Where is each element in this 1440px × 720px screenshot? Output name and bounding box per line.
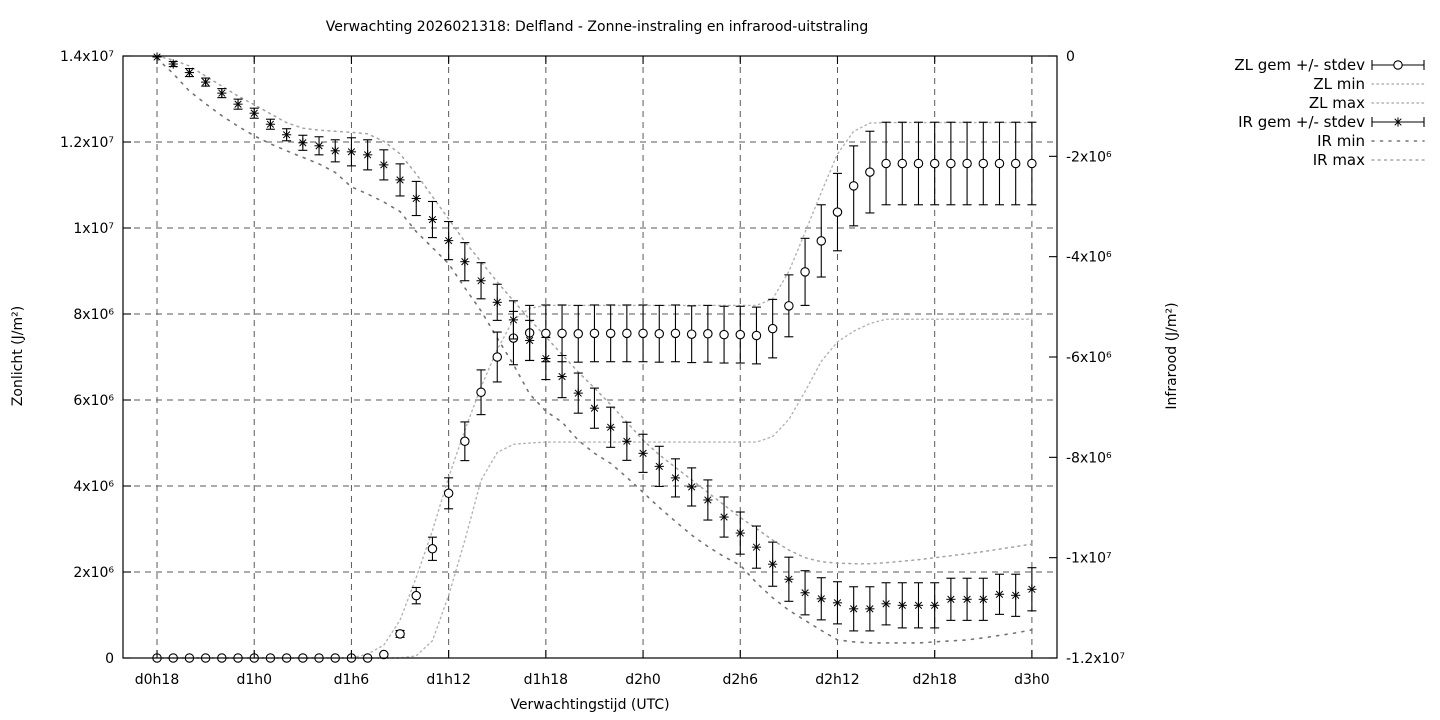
svg-text:-1x10⁷: -1x10⁷ xyxy=(1066,551,1112,567)
data-point-circle xyxy=(379,649,389,660)
tick-labels: 0 2x10⁶ 4x10⁶ 6x10⁶ 8x10⁶ 1x10⁷ 1.2x10⁷ 1.4x10⁷… xyxy=(60,49,1125,688)
data-point-circle xyxy=(395,629,405,639)
legend-item-zl_max: ZL max xyxy=(1309,94,1425,112)
data-point-circle xyxy=(767,323,778,334)
data-point-circle xyxy=(865,167,875,177)
svg-text:d1h0: d1h0 xyxy=(236,672,272,688)
data-point-circle xyxy=(573,329,584,339)
svg-text:1x10⁷: 1x10⁷ xyxy=(73,221,114,237)
data-point-circle xyxy=(784,301,794,311)
svg-text:-8x10⁶: -8x10⁶ xyxy=(1066,450,1112,466)
chart-title: Verwachting 2026021318: Delfland - Zonne… xyxy=(325,19,869,35)
svg-text:-2x10⁶: -2x10⁶ xyxy=(1066,149,1112,165)
data-point-circle xyxy=(703,329,713,339)
data-point-circle xyxy=(492,352,502,362)
svg-text:d3h0: d3h0 xyxy=(1014,672,1050,688)
svg-text:IR min: IR min xyxy=(1317,132,1365,150)
svg-text:1.2x10⁷: 1.2x10⁷ xyxy=(60,135,114,151)
plot-border xyxy=(122,55,1058,659)
data-point-circle xyxy=(1010,158,1021,169)
svg-text:d2h18: d2h18 xyxy=(912,672,956,688)
svg-text:d1h12: d1h12 xyxy=(426,672,470,688)
data-point-circle xyxy=(751,330,762,341)
svg-text:0: 0 xyxy=(105,651,114,667)
svg-text:-1.2x10⁷: -1.2x10⁷ xyxy=(1066,651,1125,667)
data-point-circle xyxy=(881,158,891,169)
data-point-circle xyxy=(686,329,697,339)
x-axis-title: Verwachtingstijd (UTC) xyxy=(510,697,670,713)
legend-item-ir_gem: IR gem +/- stdev xyxy=(1238,113,1425,131)
data-point-circle xyxy=(622,328,632,339)
svg-text:-4x10⁶: -4x10⁶ xyxy=(1066,250,1112,266)
data-point-circle xyxy=(800,267,810,277)
svg-text:8x10⁶: 8x10⁶ xyxy=(73,307,114,323)
data-point-circle xyxy=(994,158,1005,169)
data-point-circle xyxy=(541,328,551,339)
data-point-circle xyxy=(411,590,421,601)
svg-text:-6x10⁶: -6x10⁶ xyxy=(1066,350,1112,366)
legend-item-zl_gem: ZL gem +/- stdev xyxy=(1234,56,1425,74)
svg-text:d2h6: d2h6 xyxy=(722,672,758,688)
data-point-circle xyxy=(929,158,940,169)
svg-text:ZL min: ZL min xyxy=(1313,75,1365,93)
svg-text:ZL max: ZL max xyxy=(1309,94,1365,112)
data-point-circle xyxy=(1027,158,1037,169)
data-point-circle xyxy=(638,328,648,339)
data-point-circle xyxy=(946,158,956,169)
data-point-circle xyxy=(816,236,827,246)
data-point-circle xyxy=(460,436,470,447)
svg-text:2x10⁶: 2x10⁶ xyxy=(73,565,114,581)
grid xyxy=(123,56,1057,658)
data-point-circle xyxy=(978,158,989,169)
series-ir_gem xyxy=(152,52,1037,632)
legend-item-ir_max: IR max xyxy=(1313,151,1425,169)
legend-item-ir_min: IR min xyxy=(1317,132,1425,150)
svg-text:6x10⁶: 6x10⁶ xyxy=(73,393,114,409)
data-point-circle xyxy=(476,387,486,398)
svg-text:d1h6: d1h6 xyxy=(334,672,370,688)
data-point-circle xyxy=(832,207,843,217)
data-point-circle xyxy=(557,328,567,339)
data-point-circle xyxy=(913,158,924,169)
series-ir_max xyxy=(156,55,1033,565)
svg-text:d1h18: d1h18 xyxy=(524,672,568,688)
data-point-circle xyxy=(962,158,972,169)
svg-text:d2h0: d2h0 xyxy=(625,672,661,688)
data-point-circle xyxy=(735,329,746,340)
data-point-circle xyxy=(719,329,729,340)
svg-text:1.4x10⁷: 1.4x10⁷ xyxy=(60,49,114,65)
data-point-circle xyxy=(589,328,600,339)
svg-text:IR gem +/- stdev: IR gem +/- stdev xyxy=(1238,113,1365,131)
data-point-circle xyxy=(443,488,454,499)
legend-item-zl_min: ZL min xyxy=(1313,75,1425,93)
svg-text:IR max: IR max xyxy=(1313,151,1365,169)
data-point-circle xyxy=(670,328,681,339)
data-point-circle xyxy=(654,329,665,339)
series-ir_min xyxy=(156,57,1033,644)
data-point-circle xyxy=(427,544,438,554)
axes xyxy=(122,55,1058,659)
svg-text:d2h12: d2h12 xyxy=(815,672,859,688)
svg-text:0: 0 xyxy=(1066,49,1075,65)
data-point-circle xyxy=(605,328,616,339)
data-point-circle xyxy=(897,158,908,169)
svg-text:d0h18: d0h18 xyxy=(135,672,179,688)
data-point-circle xyxy=(848,181,859,191)
svg-text:ZL gem +/- stdev: ZL gem +/- stdev xyxy=(1234,56,1365,74)
svg-text:4x10⁶: 4x10⁶ xyxy=(73,479,114,495)
